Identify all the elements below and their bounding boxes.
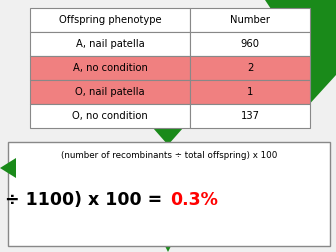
Polygon shape xyxy=(113,210,223,252)
Text: A, nail patella: A, nail patella xyxy=(76,39,144,49)
Bar xyxy=(30,80,190,104)
Text: 137: 137 xyxy=(241,111,259,121)
Bar xyxy=(30,56,190,80)
Text: Offspring phenotype: Offspring phenotype xyxy=(59,15,161,25)
Text: (number of recombinants ÷ total offspring) x 100: (number of recombinants ÷ total offsprin… xyxy=(61,151,277,161)
Bar xyxy=(30,8,190,32)
Text: (3 ÷ 1100) x 100 =: (3 ÷ 1100) x 100 = xyxy=(0,191,168,209)
Polygon shape xyxy=(0,158,16,178)
Bar xyxy=(190,104,310,128)
Polygon shape xyxy=(113,118,223,145)
Polygon shape xyxy=(265,0,336,120)
Text: 1: 1 xyxy=(247,87,253,97)
Text: A, no condition: A, no condition xyxy=(73,63,148,73)
Bar xyxy=(30,32,190,56)
Text: O, no condition: O, no condition xyxy=(72,111,148,121)
Bar xyxy=(30,104,190,128)
Text: 960: 960 xyxy=(241,39,259,49)
Bar xyxy=(8,142,330,246)
Bar xyxy=(190,80,310,104)
Text: 0.3%: 0.3% xyxy=(170,191,218,209)
Text: 2: 2 xyxy=(247,63,253,73)
Text: Number: Number xyxy=(230,15,270,25)
Bar xyxy=(190,8,310,32)
Bar xyxy=(190,32,310,56)
Bar xyxy=(190,56,310,80)
Text: O, nail patella: O, nail patella xyxy=(75,87,145,97)
